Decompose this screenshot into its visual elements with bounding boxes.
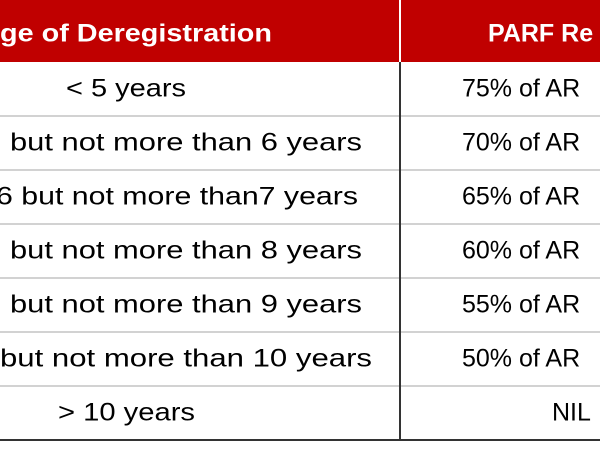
cell-text: 75% of AR	[462, 75, 580, 103]
cell-text: 55% of AR	[462, 291, 580, 319]
cell-text: 65% of AR	[462, 183, 580, 211]
header-row	[0, 0, 600, 62]
header-cell: PARF Re	[488, 20, 593, 48]
cell-text: < 5 years	[66, 75, 186, 103]
cell-text: NIL	[552, 399, 591, 427]
cell-text: 70% of AR	[462, 129, 580, 157]
cell-text: but not more than 9 years	[10, 291, 362, 319]
cell-text: but not more than 6 years	[10, 129, 362, 157]
cell-text: > 10 years	[58, 399, 195, 427]
cell-text: but not more than 10 years	[0, 345, 372, 373]
cell-text: 60% of AR	[462, 237, 580, 265]
cell-text: 6 but not more than7 years	[0, 183, 358, 211]
cell-text: but not more than 8 years	[10, 237, 362, 265]
header-cell: ge of Deregistration	[0, 20, 272, 48]
cell-text: 50% of AR	[462, 345, 580, 373]
